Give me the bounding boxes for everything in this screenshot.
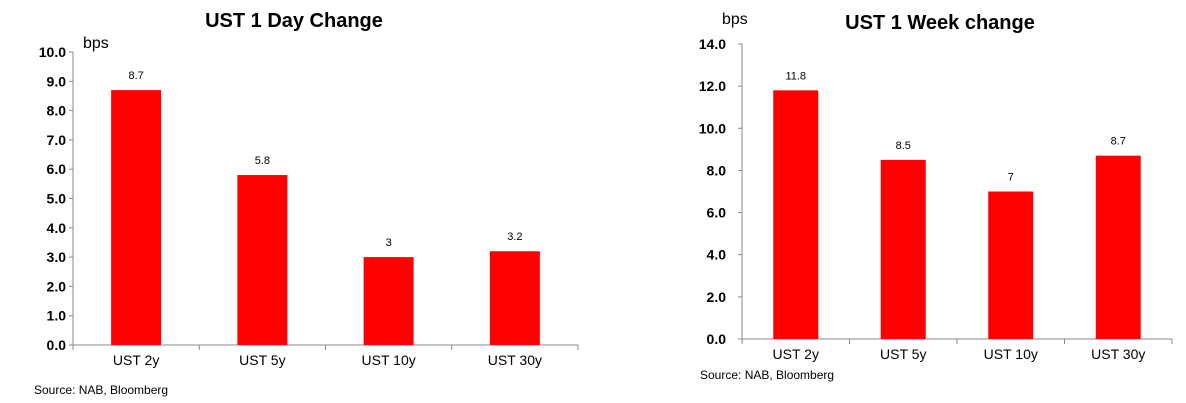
x-tick-label: UST 10y <box>362 352 416 368</box>
y-tick-label: 12.0 <box>699 78 726 94</box>
y-tick-label: 8.0 <box>707 162 727 178</box>
source-note: Source: NAB, Bloomberg <box>34 383 168 397</box>
data-label: 3 <box>386 237 392 249</box>
y-tick-label: 4.0 <box>707 247 727 263</box>
x-tick-label: UST 10y <box>984 346 1038 362</box>
bar <box>1095 155 1141 339</box>
bar <box>363 257 414 345</box>
source-note: Source: NAB, Bloomberg <box>700 368 834 382</box>
week-change-chart: UST 1 Week change bps Source: NAB, Bloom… <box>699 11 1173 382</box>
x-tick-label: UST 30y <box>488 352 542 368</box>
bar <box>111 90 162 345</box>
data-label: 5.8 <box>255 155 270 167</box>
x-tick-label: UST 2y <box>773 346 819 362</box>
data-label: 8.7 <box>1111 136 1126 148</box>
y-tick-label: 9.0 <box>47 73 67 89</box>
bar <box>988 191 1034 339</box>
y-tick-label: 0.0 <box>707 331 727 347</box>
bar <box>773 90 819 339</box>
data-label: 8.7 <box>128 70 143 82</box>
y-tick-label: 6.0 <box>707 205 727 221</box>
y-tick-label: 2.0 <box>707 289 727 305</box>
chart-title: UST 1 Week change <box>845 12 1035 34</box>
y-tick-label: 8.0 <box>47 103 67 119</box>
y-axis-unit: bps <box>722 11 748 28</box>
y-tick-label: 3.0 <box>47 249 67 265</box>
y-tick-label: 6.0 <box>47 161 67 177</box>
bar <box>489 251 540 345</box>
x-tick-label: UST 30y <box>1091 346 1145 362</box>
x-tick-label: UST 5y <box>239 352 285 368</box>
y-tick-label: 10.0 <box>699 120 726 136</box>
data-label: 8.5 <box>896 140 911 152</box>
chart-title: UST 1 Day Change <box>205 10 383 32</box>
y-tick-label: 2.0 <box>47 278 67 294</box>
bar <box>880 159 926 339</box>
y-axis-unit: bps <box>83 35 109 52</box>
y-tick-label: 1.0 <box>47 308 67 324</box>
data-label: 7 <box>1008 172 1014 184</box>
y-tick-label: 5.0 <box>47 191 67 207</box>
data-label: 3.2 <box>507 231 522 243</box>
day-change-chart: UST 1 Day Change bps Source: NAB, Bloomb… <box>34 10 579 397</box>
y-tick-label: 4.0 <box>47 220 67 236</box>
x-tick-label: UST 5y <box>880 346 926 362</box>
bar <box>237 175 288 345</box>
y-tick-label: 14.0 <box>699 36 726 52</box>
y-tick-label: 7.0 <box>47 132 67 148</box>
data-label: 11.8 <box>785 70 806 82</box>
x-tick-label: UST 2y <box>113 352 159 368</box>
y-tick-label: 10.0 <box>39 44 66 60</box>
y-tick-label: 0.0 <box>47 337 67 353</box>
